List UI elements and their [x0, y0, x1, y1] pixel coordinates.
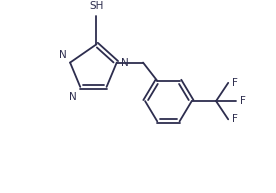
Text: SH: SH	[89, 1, 104, 11]
Text: N: N	[70, 92, 77, 102]
Text: F: F	[232, 78, 238, 88]
Text: F: F	[240, 96, 246, 106]
Text: N: N	[121, 58, 129, 68]
Text: N: N	[59, 50, 67, 59]
Text: F: F	[232, 114, 238, 124]
